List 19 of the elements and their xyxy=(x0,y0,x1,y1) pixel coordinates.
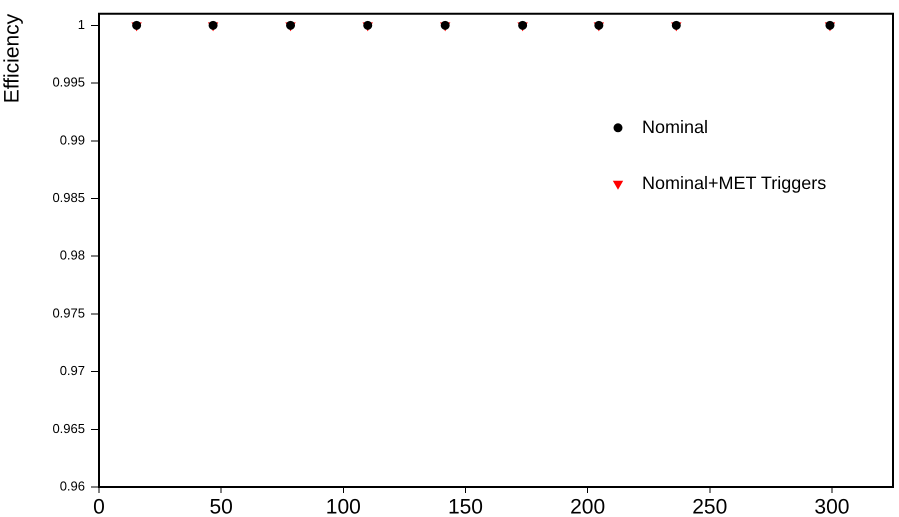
y-tick-label: 0.99 xyxy=(60,132,85,148)
y-tick-label: 0.985 xyxy=(52,190,85,206)
legend-label: Nominal xyxy=(642,116,708,137)
x-tick-label: 300 xyxy=(814,495,850,517)
x-tick-label: 50 xyxy=(209,495,233,517)
legend-label: Nominal+MET Triggers xyxy=(642,172,826,193)
x-tick-label: 100 xyxy=(326,495,361,517)
y-tick-label: 0.97 xyxy=(60,363,85,378)
x-tick-label: 0 xyxy=(93,495,105,517)
x-tick-label: 150 xyxy=(448,495,483,517)
y-tick-label: 0.965 xyxy=(52,420,85,436)
x-tick-label: 250 xyxy=(692,495,728,517)
y-axis-title: Efficiency xyxy=(0,13,24,104)
y-tick-label: 0.995 xyxy=(52,74,85,90)
y-tick-label: 0.96 xyxy=(60,478,85,494)
y-tick-label: 0.98 xyxy=(60,248,85,263)
x-tick-label: 200 xyxy=(570,495,606,517)
y-tick-label: 0.975 xyxy=(52,305,85,320)
y-tick-label: 1 xyxy=(78,16,85,32)
